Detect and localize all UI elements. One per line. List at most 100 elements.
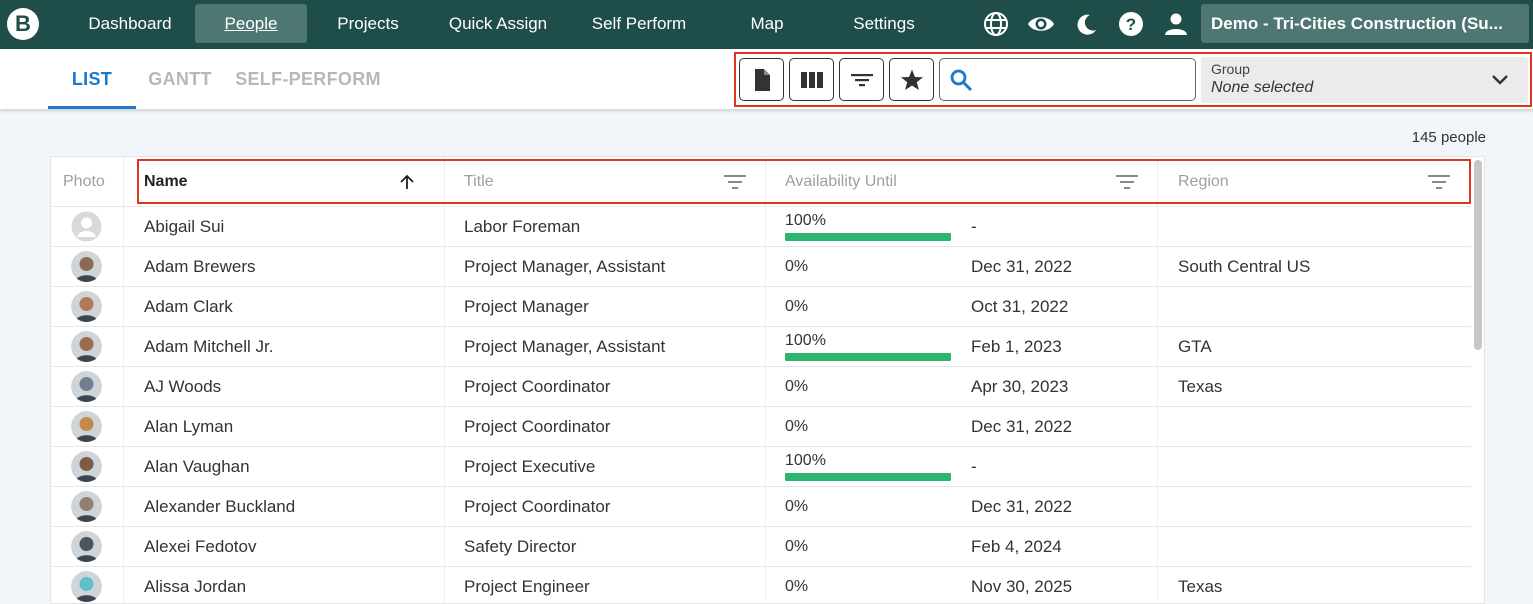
nav-projects[interactable]: Projects xyxy=(337,14,399,33)
person-name: Alexander Buckland xyxy=(144,497,296,516)
column-divider xyxy=(1157,487,1158,527)
header-availability[interactable]: Availability Until xyxy=(785,173,897,190)
availability-percent: 0% xyxy=(785,258,809,275)
region-filter-icon[interactable] xyxy=(1427,172,1451,192)
availability-until: Dec 31, 2022 xyxy=(971,417,1073,436)
column-divider xyxy=(123,247,124,287)
filter-icon xyxy=(851,74,873,87)
column-divider xyxy=(765,327,766,367)
column-divider xyxy=(1157,447,1158,487)
availability-until: - xyxy=(971,217,977,236)
title-filter-icon[interactable] xyxy=(723,172,747,192)
column-divider xyxy=(123,327,124,367)
globe-icon[interactable] xyxy=(982,10,1010,38)
column-divider xyxy=(444,247,445,287)
person-title: Project Executive xyxy=(464,457,596,476)
availability-until: Apr 30, 2023 xyxy=(971,377,1069,396)
table-row[interactable]: Adam Clark Project Manager 0% Oct 31, 2022 xyxy=(51,286,1471,327)
person-title: Safety Director xyxy=(464,537,577,556)
column-divider xyxy=(444,567,445,603)
header-title[interactable]: Title xyxy=(464,173,494,190)
app-logo[interactable]: B xyxy=(7,8,39,40)
person-region: Texas xyxy=(1178,577,1223,596)
column-divider xyxy=(123,487,124,527)
availability-until: Feb 4, 2024 xyxy=(971,537,1062,556)
person-region: GTA xyxy=(1178,337,1212,356)
column-divider xyxy=(765,527,766,567)
favorites-button[interactable] xyxy=(889,58,934,101)
column-divider xyxy=(123,527,124,567)
availability-until: Feb 1, 2023 xyxy=(971,337,1062,356)
header-photo: Photo xyxy=(63,173,105,190)
availability-percent: 0% xyxy=(785,298,809,315)
column-divider xyxy=(444,527,445,567)
avatar xyxy=(71,211,102,242)
person-name: Alexei Fedotov xyxy=(144,537,257,556)
organization-select[interactable]: Demo - Tri-Cities Construction (Su... xyxy=(1201,4,1529,43)
column-divider xyxy=(444,407,445,447)
chevron-down-icon xyxy=(1492,75,1508,85)
person-name: Abigail Sui xyxy=(144,217,225,236)
search-box[interactable] xyxy=(939,58,1196,101)
columns-icon xyxy=(801,72,823,88)
person-title: Project Coordinator xyxy=(464,417,611,436)
tab-gantt[interactable]: GANTT xyxy=(148,69,212,89)
column-divider xyxy=(123,287,124,327)
nav-people[interactable]: People xyxy=(195,4,307,43)
person-title: Project Coordinator xyxy=(464,377,611,396)
person-name: Alan Lyman xyxy=(144,417,234,436)
account-icon[interactable] xyxy=(1162,10,1190,38)
availability-filter-icon[interactable] xyxy=(1115,172,1139,192)
avatar xyxy=(71,571,102,602)
person-name: Adam Brewers xyxy=(144,257,256,276)
column-divider xyxy=(765,367,766,407)
moon-icon[interactable] xyxy=(1073,10,1101,38)
tab-self-perform[interactable]: SELF-PERFORM xyxy=(235,69,381,89)
export-button[interactable] xyxy=(739,58,784,101)
table-row[interactable]: AJ Woods Project Coordinator 0% Apr 30, 202… xyxy=(51,366,1471,407)
avatar xyxy=(71,411,102,442)
header-name[interactable]: Name xyxy=(144,173,188,190)
top-nav: B Dashboard People Projects Quick Assign… xyxy=(0,0,1533,49)
nav-self-perform[interactable]: Self Perform xyxy=(591,14,687,33)
nav-quick-assign[interactable]: Quick Assign xyxy=(448,14,548,33)
availability-bar xyxy=(785,233,951,241)
help-icon[interactable]: ? xyxy=(1117,10,1145,38)
table-row[interactable]: Alan Vaughan Project Executive 100% - xyxy=(51,446,1471,487)
availability-percent: 100% xyxy=(785,212,826,229)
people-count: 145 people xyxy=(1411,129,1486,146)
table-row[interactable]: Alexei Fedotov Safety Director 0% Feb 4, 20… xyxy=(51,526,1471,567)
table-row[interactable]: Abigail Sui Labor Foreman 100% - xyxy=(51,206,1471,247)
column-divider xyxy=(1157,157,1158,206)
column-divider xyxy=(1157,247,1158,287)
search-input[interactable] xyxy=(980,67,1185,93)
person-region: Texas xyxy=(1178,377,1223,396)
columns-button[interactable] xyxy=(789,58,834,101)
table-row[interactable]: Adam Mitchell Jr. Project Manager, Assist… xyxy=(51,326,1471,367)
column-divider xyxy=(1157,327,1158,367)
filter-button[interactable] xyxy=(839,58,884,101)
group-label: Group xyxy=(1211,61,1250,77)
table-row[interactable]: Adam Brewers Project Manager, Assistant 0%… xyxy=(51,246,1471,287)
column-header-highlight-box xyxy=(137,159,1471,204)
person-title: Project Manager xyxy=(464,297,589,316)
tab-list[interactable]: LIST xyxy=(48,49,136,109)
search-icon xyxy=(950,69,973,92)
table-row[interactable]: Alan Lyman Project Coordinator 0% Dec 31, 2… xyxy=(51,406,1471,447)
eye-icon[interactable] xyxy=(1027,10,1055,38)
vertical-scrollbar[interactable] xyxy=(1474,160,1482,350)
nav-map[interactable]: Map xyxy=(750,14,784,33)
column-divider xyxy=(1157,287,1158,327)
table-row[interactable]: Alissa Jordan Project Engineer 0% Nov 30, 2… xyxy=(51,566,1471,603)
header-region[interactable]: Region xyxy=(1178,173,1229,190)
column-divider xyxy=(444,207,445,247)
avatar xyxy=(71,291,102,322)
availability-bar xyxy=(785,353,951,361)
availability-bar xyxy=(785,473,951,481)
group-select[interactable]: Group None selected xyxy=(1201,57,1528,103)
nav-dashboard[interactable]: Dashboard xyxy=(88,14,172,33)
table-row[interactable]: Alexander Buckland Project Coordinator 0% D… xyxy=(51,486,1471,527)
avatar xyxy=(71,371,102,402)
nav-settings[interactable]: Settings xyxy=(853,14,915,33)
sort-ascending-icon[interactable] xyxy=(399,174,415,190)
